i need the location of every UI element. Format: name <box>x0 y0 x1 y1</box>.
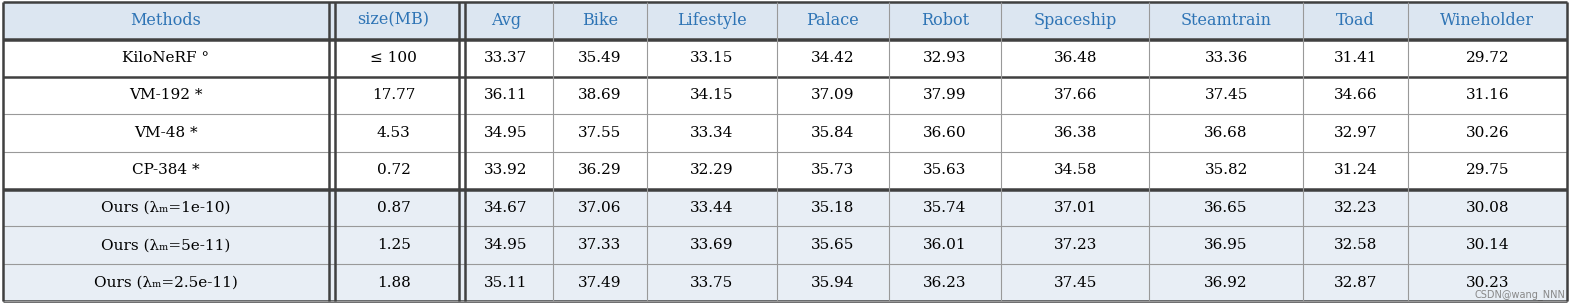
Text: 37.66: 37.66 <box>1053 88 1097 102</box>
Text: Bike: Bike <box>581 12 617 29</box>
Text: Robot: Robot <box>922 12 969 29</box>
Text: 37.33: 37.33 <box>578 238 622 252</box>
Text: Avg: Avg <box>491 12 521 29</box>
Text: 34.95: 34.95 <box>484 126 528 140</box>
Text: 35.63: 35.63 <box>923 163 967 177</box>
Text: 35.84: 35.84 <box>812 126 854 140</box>
Text: 36.01: 36.01 <box>923 238 967 252</box>
Text: Wineholder: Wineholder <box>1440 12 1534 29</box>
Text: 1.25: 1.25 <box>377 238 411 252</box>
Text: 35.18: 35.18 <box>812 201 854 215</box>
Text: 37.09: 37.09 <box>812 88 854 102</box>
Text: 33.69: 33.69 <box>691 238 733 252</box>
Text: 37.45: 37.45 <box>1204 88 1248 102</box>
Text: 33.15: 33.15 <box>691 51 733 65</box>
Text: KiloNeRF °: KiloNeRF ° <box>122 51 209 65</box>
Text: 35.94: 35.94 <box>812 276 854 290</box>
Text: Toad: Toad <box>1336 12 1375 29</box>
Text: 37.99: 37.99 <box>923 88 967 102</box>
Text: 37.06: 37.06 <box>578 201 622 215</box>
Text: 17.77: 17.77 <box>372 88 416 102</box>
Text: CSDN@wang_NNN: CSDN@wang_NNN <box>1474 289 1565 300</box>
Text: 36.48: 36.48 <box>1053 51 1097 65</box>
Text: 33.36: 33.36 <box>1204 51 1248 65</box>
Text: 36.65: 36.65 <box>1204 201 1248 215</box>
Text: 29.72: 29.72 <box>1465 51 1509 65</box>
Text: 34.58: 34.58 <box>1053 163 1097 177</box>
Text: 35.82: 35.82 <box>1204 163 1248 177</box>
Text: 32.29: 32.29 <box>689 163 733 177</box>
Text: 36.60: 36.60 <box>923 126 967 140</box>
Text: 33.34: 33.34 <box>691 126 733 140</box>
Text: 0.87: 0.87 <box>377 201 410 215</box>
Text: 32.23: 32.23 <box>1333 201 1377 215</box>
Text: 37.55: 37.55 <box>578 126 622 140</box>
Text: 37.23: 37.23 <box>1053 238 1097 252</box>
Text: 35.11: 35.11 <box>484 276 528 290</box>
Text: 34.42: 34.42 <box>812 51 854 65</box>
Text: 30.26: 30.26 <box>1465 126 1509 140</box>
Text: 0.72: 0.72 <box>377 163 411 177</box>
Text: VM-192 *: VM-192 * <box>129 88 203 102</box>
Text: 35.49: 35.49 <box>578 51 622 65</box>
Text: 33.92: 33.92 <box>484 163 528 177</box>
Text: 32.58: 32.58 <box>1333 238 1377 252</box>
Text: 32.87: 32.87 <box>1333 276 1377 290</box>
Text: 32.97: 32.97 <box>1333 126 1377 140</box>
Text: 37.45: 37.45 <box>1053 276 1097 290</box>
Text: 35.73: 35.73 <box>812 163 854 177</box>
Text: VM-48 *: VM-48 * <box>133 126 198 140</box>
Text: 33.37: 33.37 <box>484 51 528 65</box>
Text: 37.01: 37.01 <box>1053 201 1097 215</box>
Text: ≤ 100: ≤ 100 <box>371 51 418 65</box>
Text: 36.68: 36.68 <box>1204 126 1248 140</box>
Text: Ours (λₘ=5e-11): Ours (λₘ=5e-11) <box>100 238 231 252</box>
Text: Methods: Methods <box>130 12 201 29</box>
Text: 34.66: 34.66 <box>1333 88 1377 102</box>
Text: 30.08: 30.08 <box>1465 201 1509 215</box>
Text: 36.95: 36.95 <box>1204 238 1248 252</box>
Text: Lifestyle: Lifestyle <box>677 12 747 29</box>
Text: 31.41: 31.41 <box>1333 51 1377 65</box>
Text: Palace: Palace <box>807 12 859 29</box>
Text: size(MB): size(MB) <box>358 12 430 29</box>
Text: 38.69: 38.69 <box>578 88 622 102</box>
Text: 33.44: 33.44 <box>691 201 733 215</box>
Text: 31.24: 31.24 <box>1333 163 1377 177</box>
Text: 30.23: 30.23 <box>1465 276 1509 290</box>
Text: 37.49: 37.49 <box>578 276 622 290</box>
Text: 36.23: 36.23 <box>923 276 967 290</box>
Text: 35.74: 35.74 <box>923 201 967 215</box>
Text: 34.67: 34.67 <box>484 201 528 215</box>
Text: 36.11: 36.11 <box>484 88 528 102</box>
Text: 29.75: 29.75 <box>1465 163 1509 177</box>
Text: 31.16: 31.16 <box>1465 88 1509 102</box>
Text: CP-384 *: CP-384 * <box>132 163 199 177</box>
Text: 30.14: 30.14 <box>1465 238 1509 252</box>
Text: 1.88: 1.88 <box>377 276 410 290</box>
Text: 32.93: 32.93 <box>923 51 967 65</box>
Text: 33.75: 33.75 <box>691 276 733 290</box>
Text: 36.38: 36.38 <box>1053 126 1097 140</box>
Text: 35.65: 35.65 <box>812 238 854 252</box>
Text: Steamtrain: Steamtrain <box>1181 12 1272 29</box>
Text: 36.92: 36.92 <box>1204 276 1248 290</box>
Text: 4.53: 4.53 <box>377 126 410 140</box>
Text: Spaceship: Spaceship <box>1033 12 1116 29</box>
Text: Ours (λₘ=2.5e-11): Ours (λₘ=2.5e-11) <box>94 276 237 290</box>
Text: 36.29: 36.29 <box>578 163 622 177</box>
Text: 34.95: 34.95 <box>484 238 528 252</box>
Text: 34.15: 34.15 <box>691 88 733 102</box>
Text: Ours (λₘ=1e-10): Ours (λₘ=1e-10) <box>100 201 231 215</box>
